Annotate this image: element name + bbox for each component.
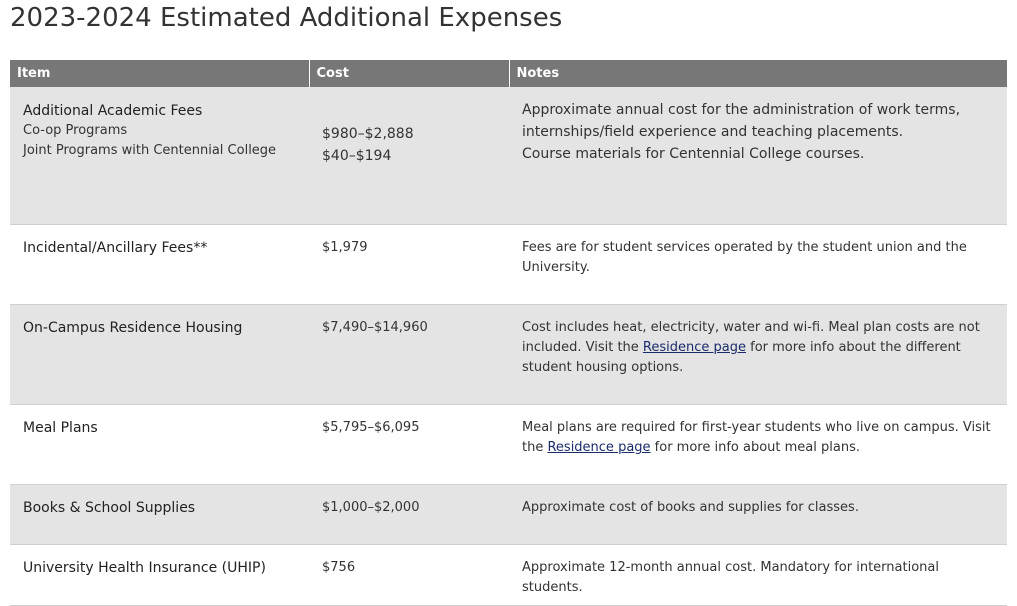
cost-cell: $1,979 <box>309 224 509 305</box>
notes-cell: Approximate cost of books and supplies f… <box>509 484 1007 545</box>
notes-cell: Approximate annual cost for the administ… <box>509 87 1007 225</box>
cost-value: $1,979 <box>322 240 368 255</box>
header-item: Item <box>10 60 310 87</box>
cost-value: $756 <box>322 560 356 575</box>
cost-cell: $5,795–$6,095 <box>309 404 509 485</box>
notes-cell: Meal plans are required for first-year s… <box>509 404 1007 485</box>
item-cell: Books & School Supplies <box>10 484 309 545</box>
sub-item: Joint Programs with Centennial College <box>23 143 277 158</box>
item-title: University Health Insurance (UHIP) <box>23 560 266 576</box>
page: 2023-2024 Estimated Additional Expenses … <box>10 3 1007 606</box>
table-row: Books & School Supplies $1,000–$2,000 Ap… <box>10 484 1007 545</box>
notes-text-before: Meal plans are required for first-year s… <box>522 420 991 455</box>
expenses-table: Item Cost Notes Additional Academic Fees… <box>10 60 1007 606</box>
notes-line: Approximate annual cost for the administ… <box>522 102 961 118</box>
cost-cell: $756 <box>309 544 509 606</box>
table-header: Item Cost Notes <box>10 60 1007 87</box>
table-row: On-Campus Residence Housing $7,490–$14,9… <box>10 304 1007 405</box>
notes-line: Course materials for Centennial College … <box>522 146 865 162</box>
cost-value: $5,795–$6,095 <box>322 420 420 435</box>
item-cell: On-Campus Residence Housing <box>10 304 309 405</box>
notes-cell: Fees are for student services operated b… <box>509 224 1007 305</box>
table-row: Meal Plans $5,795–$6,095 Meal plans are … <box>10 404 1007 485</box>
residence-page-link[interactable]: Residence page <box>642 340 746 355</box>
header-notes: Notes <box>509 60 1007 87</box>
table-row: Incidental/Ancillary Fees** $1,979 Fees … <box>10 224 1007 305</box>
notes-text: Fees are for student services operated b… <box>522 240 967 275</box>
cost-value: $40–$194 <box>322 148 392 164</box>
notes-line: internships/field experience and teachin… <box>522 124 904 140</box>
cost-cell: $980–$2,888 $40–$194 <box>309 87 509 225</box>
header-cost: Cost <box>309 60 510 87</box>
item-cell: University Health Insurance (UHIP) <box>10 544 309 606</box>
cost-cell: $7,490–$14,960 <box>309 304 509 405</box>
table-row: University Health Insurance (UHIP) $756 … <box>10 544 1007 606</box>
item-title: Books & School Supplies <box>23 500 196 516</box>
cost-value: $7,490–$14,960 <box>322 320 428 335</box>
notes-text: Cost includes heat, electricity, water a… <box>522 318 999 378</box>
item-title: On-Campus Residence Housing <box>23 320 243 336</box>
notes-cell: Approximate 12-month annual cost. Mandat… <box>509 544 1007 606</box>
notes-text: Approximate cost of books and supplies f… <box>522 500 859 515</box>
notes-text: Meal plans are required for first-year s… <box>522 418 999 458</box>
table-row: Additional Academic Fees Co-op Programs … <box>10 87 1007 225</box>
item-cell: Incidental/Ancillary Fees** <box>10 224 309 305</box>
notes-text-after: for more info about meal plans. <box>650 440 860 455</box>
cost-value: $1,000–$2,000 <box>322 500 420 515</box>
notes-cell: Cost includes heat, electricity, water a… <box>509 304 1007 405</box>
cost-value: $980–$2,888 <box>322 126 414 142</box>
item-cell: Additional Academic Fees Co-op Programs … <box>10 87 309 225</box>
item-title: Incidental/Ancillary Fees** <box>23 240 208 256</box>
cost-cell: $1,000–$2,000 <box>309 484 509 545</box>
page-title: 2023-2024 Estimated Additional Expenses <box>10 3 563 33</box>
notes-text: Approximate 12-month annual cost. Mandat… <box>522 560 939 595</box>
item-title: Meal Plans <box>23 420 98 436</box>
residence-page-link[interactable]: Residence page <box>547 440 651 455</box>
sub-item: Co-op Programs <box>23 123 128 138</box>
item-cell: Meal Plans <box>10 404 309 485</box>
item-title: Additional Academic Fees <box>23 103 203 119</box>
notes-text-before: Cost includes heat, electricity, water a… <box>522 320 980 355</box>
notes-text-after: for more info about the different studen… <box>522 340 961 375</box>
